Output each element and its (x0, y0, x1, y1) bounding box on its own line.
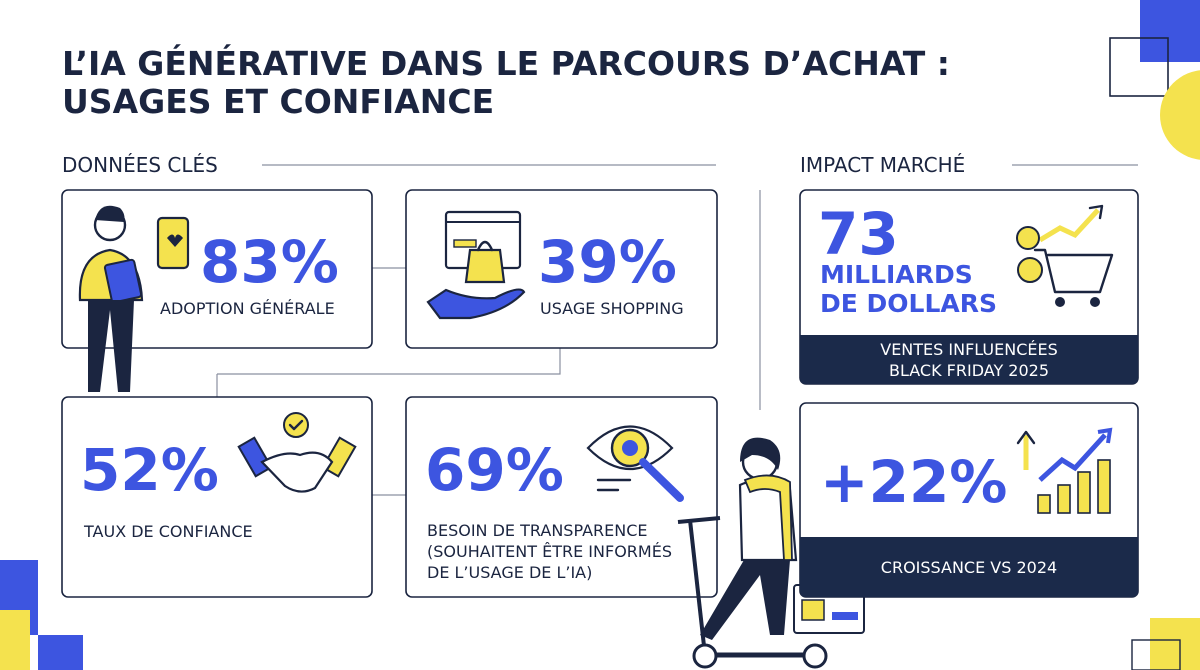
key-label: ADOPTION GÉNÉRALE (160, 299, 335, 318)
key-figure: 39% (538, 228, 677, 296)
key-figure: 83% (200, 228, 339, 296)
section-title: DONNÉES CLÉS (62, 153, 218, 177)
connector (216, 267, 561, 496)
card-band (800, 335, 1138, 384)
key-figure: 52% (80, 436, 219, 504)
illustration (586, 425, 684, 502)
key-label: BESOIN DE TRANSPARENCE (427, 521, 647, 540)
illustration (1016, 427, 1113, 514)
card (61, 396, 373, 598)
key-label: USAGE SHOPPING (540, 299, 684, 318)
title-line: USAGES ET CONFIANCE (62, 82, 494, 121)
section-title: IMPACT MARCHÉ (800, 153, 965, 177)
impact-caption: CROISSANCE VS 2024 (881, 558, 1057, 577)
key-label: (SOUHAITENT ÊTRE INFORMÉS (427, 542, 672, 561)
card (61, 189, 373, 349)
impact-caption: BLACK FRIDAY 2025 (889, 361, 1049, 380)
title-line: L’IA GÉNÉRATIVE DANS LE PARCOURS D’ACHAT… (62, 43, 950, 83)
impact-unit: DE DOLLARS (820, 289, 997, 318)
illustration (426, 210, 526, 320)
impact-figure: +22% (820, 448, 1007, 516)
impact-caption: VENTES INFLUENCÉES (880, 340, 1058, 359)
illustration (78, 205, 190, 392)
illustration (237, 412, 357, 493)
impact-unit: MILLIARDS (820, 260, 973, 289)
impact-figure: 73 (818, 200, 899, 268)
key-label: TAUX DE CONFIANCE (83, 522, 253, 541)
illustration (1016, 204, 1114, 307)
key-label: DE L’USAGE DE L’IA) (427, 563, 592, 582)
key-figure: 69% (425, 436, 564, 504)
card-band (800, 537, 1138, 597)
